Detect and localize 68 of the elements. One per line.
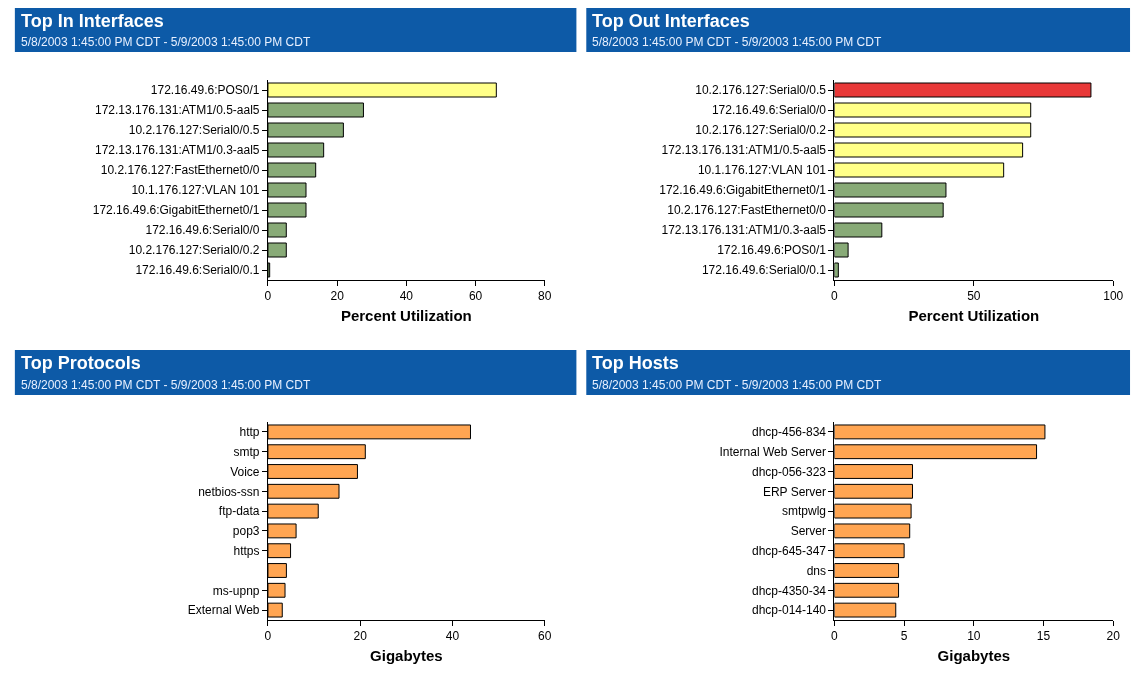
text: Top In Interfaces [21,11,164,31]
y-tick-label: Voice [230,464,260,479]
x-axis-title: Percent Utilization [340,307,472,325]
x-tick-label: 0 [831,629,839,644]
y-tick-label: Server [790,524,827,539]
y-tick-label: dns [806,563,827,578]
x-tick-label: 50 [967,289,981,304]
y-tick-label: 172.16.49.6:Serial0/0.1 [701,263,827,278]
y-tick-label: dhcp-4350-34 [751,583,827,598]
y-tick-label: http [239,425,260,440]
y-tick-label: 10.1.176.127:VLAN 101 [131,183,260,198]
x-axis-title: Percent Utilization [908,307,1040,325]
x-tick-label: 60 [538,629,552,644]
x-tick-label: 5 [900,629,908,644]
text: Top Hosts [592,353,679,373]
text: Top Protocols [21,353,141,373]
y-tick-label: 10.2.176.127:FastEthernet0/0 [667,203,827,218]
y-tick-label: 172.16.49.6:Serial0/0.1 [135,263,260,278]
x-tick-label: 10 [967,629,981,644]
x-tick-label: 40 [399,289,414,304]
y-tick-label: 172.16.49.6:Serial0/0 [145,223,260,238]
y-tick-label: ERP Server [762,484,827,499]
y-tick-label: dhcp-014-140 [751,603,827,618]
x-tick-label: 60 [468,289,483,304]
y-tick-label: 172.13.176.131:ATM1/0.3-aal5 [94,143,260,158]
x-tick-label: 0 [264,289,272,304]
y-tick-label: dhcp-456-834 [751,425,827,440]
y-tick-label: 10.2.176.127:FastEthernet0/0 [100,163,260,178]
y-tick-label: smtpwlg [782,504,827,519]
y-tick-label: dhcp-056-323 [751,464,827,479]
text: Top Out Interfaces [592,11,750,31]
y-tick-label: External Web [187,603,260,618]
y-tick-label: 10.2.176.127:Serial0/0.2 [128,243,260,258]
y-tick-label: 172.16.49.6:POS0/1 [717,243,827,258]
x-tick-label: 20 [330,289,345,304]
x-tick-label: 20 [353,629,368,644]
y-tick-label: 172.13.176.131:ATM1/0.5-aal5 [661,143,827,158]
y-tick-label: ms-upnp [212,583,260,598]
x-tick-label: 20 [1106,629,1121,644]
y-tick-label: 172.13.176.131:ATM1/0.5-aal5 [94,103,260,118]
x-tick-label: 0 [831,289,839,304]
x-tick-label: 0 [264,629,272,644]
y-tick-label: 172.16.49.6:GigabitEthernet0/1 [659,183,827,198]
y-tick-label: netbios-ssn [198,484,260,499]
y-tick-label: ftp-data [218,504,260,519]
x-tick-label: 80 [538,289,552,304]
y-tick-label: dhcp-645-347 [751,543,827,558]
x-axis-title: Gigabytes [937,647,1011,665]
x-tick-label: 100 [1103,289,1124,304]
text: 5/8/2003 1:45:00 PM CDT - 5/9/2003 1:45:00 PM CDT [592,35,882,49]
text: 5/8/2003 1:45:00 PM CDT - 5/9/2003 1:45:00 PM CDT [21,378,311,392]
y-tick-label: Internal Web Server [719,444,827,459]
y-tick-label: pop3 [232,524,260,539]
y-tick-label: 10.1.176.127:VLAN 101 [697,163,827,178]
y-tick-label: 10.2.176.127:Serial0/0.2 [695,123,827,138]
x-axis-title: Gigabytes [370,647,443,665]
y-tick-label: 10.2.176.127:Serial0/0.5 [695,83,827,98]
y-tick-label: 172.16.49.6:GigabitEthernet0/1 [92,203,260,218]
x-tick-label: 40 [445,629,460,644]
x-tick-label: 15 [1036,629,1051,644]
y-tick-label: 172.13.176.131:ATM1/0.3-aal5 [661,223,827,238]
y-tick-label: https [233,543,260,558]
text: 5/8/2003 1:45:00 PM CDT - 5/9/2003 1:45:00 PM CDT [21,35,311,49]
y-tick-label: 172.16.49.6:POS0/1 [150,83,260,98]
y-tick-label: 172.16.49.6:Serial0/0 [711,103,827,118]
y-tick-label: smtp [233,444,260,459]
y-tick-label: 10.2.176.127:Serial0/0.5 [128,123,260,138]
text: 5/8/2003 1:45:00 PM CDT - 5/9/2003 1:45:00 PM CDT [592,378,882,392]
